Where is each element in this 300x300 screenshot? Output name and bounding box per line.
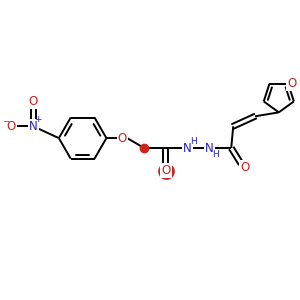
Text: N: N xyxy=(205,142,214,154)
Text: H: H xyxy=(190,136,197,146)
Text: N: N xyxy=(29,120,38,133)
Text: O: O xyxy=(161,164,170,177)
Text: −: − xyxy=(2,116,9,125)
Text: O: O xyxy=(241,161,250,174)
Text: O: O xyxy=(28,95,38,108)
Text: +: + xyxy=(34,115,42,124)
Text: O: O xyxy=(118,132,127,145)
Text: N: N xyxy=(183,142,192,154)
Text: O: O xyxy=(287,77,297,90)
Text: H: H xyxy=(212,151,219,160)
Text: O: O xyxy=(7,120,16,133)
